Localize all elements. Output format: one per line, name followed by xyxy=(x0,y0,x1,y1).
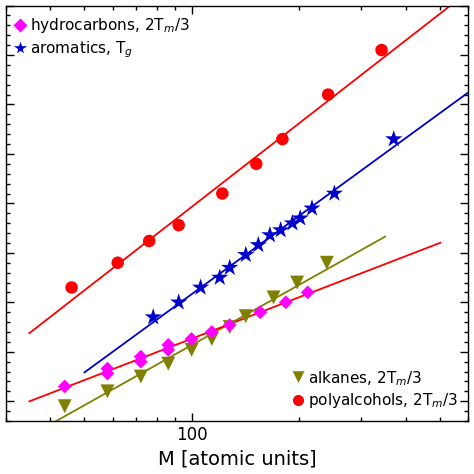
Point xyxy=(104,370,111,377)
Point xyxy=(226,323,234,331)
Point xyxy=(61,402,69,410)
Point xyxy=(293,279,301,286)
Point xyxy=(104,365,111,373)
Point xyxy=(197,284,204,292)
Point xyxy=(242,312,250,320)
Point xyxy=(137,353,145,361)
Point xyxy=(149,313,157,321)
Point xyxy=(188,346,195,354)
Point xyxy=(270,293,277,301)
Point xyxy=(164,360,172,367)
Point xyxy=(378,46,385,54)
Point xyxy=(208,335,216,343)
Point xyxy=(216,274,224,282)
Point xyxy=(390,135,398,143)
Point xyxy=(253,160,260,168)
Point xyxy=(282,299,290,306)
Legend: alkanes, 2T$_m$/3, polyalcohols, 2T$_m$/3: alkanes, 2T$_m$/3, polyalcohols, 2T$_m$/… xyxy=(288,363,464,417)
Point xyxy=(175,221,182,229)
Point xyxy=(304,289,311,296)
Point xyxy=(242,251,250,259)
Point xyxy=(266,231,273,239)
Point xyxy=(146,237,153,245)
Point xyxy=(256,309,264,316)
X-axis label: M [atomic units]: M [atomic units] xyxy=(158,449,316,468)
Point xyxy=(137,358,145,365)
Point xyxy=(188,335,195,343)
Point xyxy=(114,259,121,266)
Point xyxy=(324,91,332,99)
Point xyxy=(208,328,216,336)
Point xyxy=(68,284,75,292)
Point xyxy=(277,226,284,234)
Point xyxy=(104,388,111,395)
Point xyxy=(308,205,316,212)
Point xyxy=(330,190,338,197)
Point xyxy=(226,264,234,272)
Point xyxy=(137,373,145,380)
Point xyxy=(323,259,331,266)
Point xyxy=(164,346,172,354)
Point xyxy=(279,135,286,143)
Point xyxy=(226,321,234,329)
Point xyxy=(175,299,182,306)
Point xyxy=(61,383,69,390)
Point xyxy=(219,190,226,197)
Point xyxy=(164,341,172,349)
Point xyxy=(289,219,296,227)
Point xyxy=(296,214,304,222)
Point xyxy=(255,241,262,249)
